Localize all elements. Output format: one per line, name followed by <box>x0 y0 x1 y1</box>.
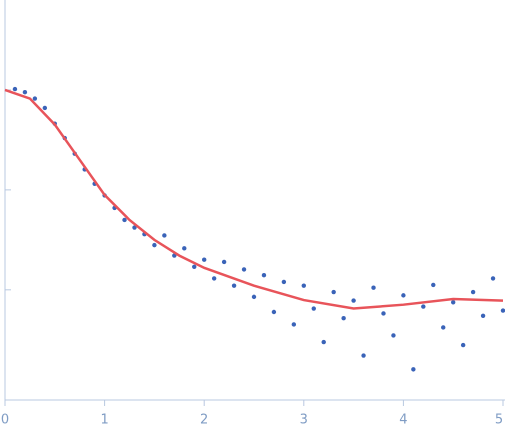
data-point <box>12 86 18 92</box>
data-point <box>211 276 217 281</box>
data-point <box>441 325 446 330</box>
data-point <box>480 313 486 318</box>
x-tick-label: 5 <box>495 413 503 428</box>
data-point <box>431 282 436 288</box>
data-point <box>421 304 426 309</box>
data-point <box>331 289 336 295</box>
data-point <box>132 225 137 230</box>
x-tick-label: 2 <box>200 413 208 428</box>
data-point <box>122 217 127 223</box>
data-point <box>231 283 237 288</box>
data-point <box>391 333 396 338</box>
data-point <box>500 308 505 313</box>
data-point <box>311 306 316 311</box>
data-point <box>411 367 416 372</box>
data-point <box>22 89 28 95</box>
data-point <box>361 353 366 358</box>
data-point <box>42 105 48 111</box>
data-point <box>351 298 356 303</box>
data-point <box>32 96 38 101</box>
data-point <box>401 293 406 298</box>
data-point <box>182 246 187 251</box>
data-point <box>162 233 167 238</box>
data-point <box>381 311 386 316</box>
data-point <box>152 242 157 248</box>
x-tick-label: 1 <box>100 413 108 428</box>
data-point <box>341 316 346 321</box>
data-point <box>251 294 257 300</box>
fit-line <box>4 88 504 310</box>
data-point <box>291 322 297 327</box>
data-point <box>371 285 376 290</box>
data-point <box>451 300 456 305</box>
data-point <box>460 342 466 348</box>
x-tick-label: 3 <box>300 413 308 428</box>
data-point <box>490 276 496 281</box>
data-point <box>281 279 287 285</box>
data-point <box>261 273 267 278</box>
data-point <box>241 267 247 272</box>
data-point <box>271 309 277 315</box>
data-point <box>321 339 326 345</box>
x-tick-label: 0 <box>1 413 9 428</box>
x-tick-label: 4 <box>399 413 407 428</box>
data-point <box>221 259 227 265</box>
data-point <box>202 257 207 262</box>
data-point <box>301 283 306 288</box>
data-point <box>192 264 197 269</box>
data-point <box>470 289 476 295</box>
